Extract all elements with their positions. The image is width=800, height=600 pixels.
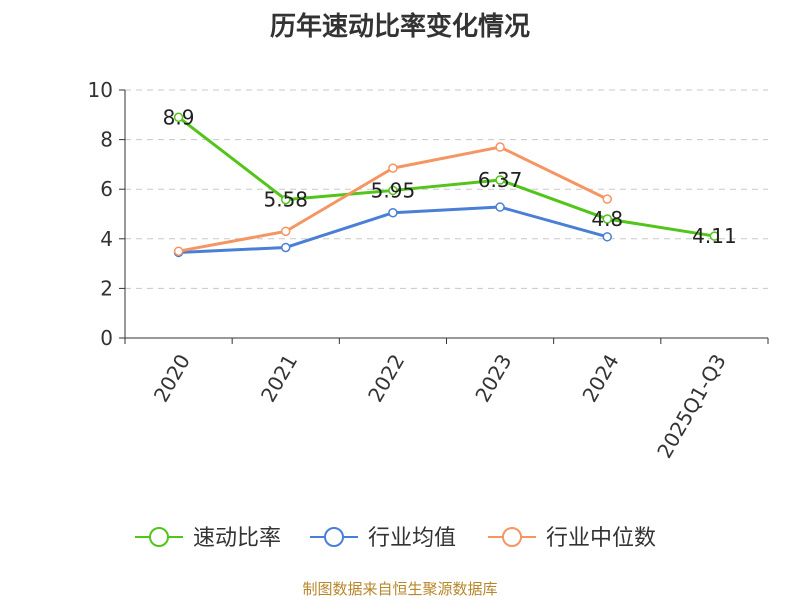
x-tick-label: 2020 bbox=[149, 350, 195, 406]
x-tick-label: 2022 bbox=[363, 350, 409, 406]
data-point bbox=[388, 185, 398, 196]
data-point bbox=[602, 194, 612, 204]
y-tick-label: 4 bbox=[100, 227, 113, 251]
data-point bbox=[495, 175, 505, 185]
legend-label: 行业均值 bbox=[368, 526, 456, 551]
data-label: 4.11 bbox=[692, 224, 737, 248]
x-tick-label: 2023 bbox=[470, 350, 516, 406]
legend-swatch-marker bbox=[502, 527, 522, 547]
grid-lines bbox=[125, 89, 768, 289]
y-tick-label: 2 bbox=[100, 276, 113, 300]
data-point bbox=[281, 194, 291, 205]
legend-swatch-marker bbox=[324, 527, 344, 547]
legend: 速动比率 行业均值 行业中位数 bbox=[135, 526, 656, 551]
y-tick-label: 0 bbox=[100, 326, 113, 350]
legend-label: 行业中位数 bbox=[546, 526, 656, 551]
series-line bbox=[177, 116, 715, 238]
data-point bbox=[173, 246, 184, 256]
legend-label: 速动比率 bbox=[193, 526, 281, 551]
data-point bbox=[602, 214, 612, 224]
y-tick-label: 8 bbox=[100, 128, 113, 152]
y-tick-label: 10 bbox=[88, 78, 113, 102]
data-label: 4.8 bbox=[591, 207, 623, 231]
data-point bbox=[709, 231, 720, 241]
data-point bbox=[388, 163, 398, 173]
series-lines bbox=[173, 112, 720, 258]
source-note: 制图数据来自恒生聚源数据库 bbox=[302, 580, 498, 598]
data-label: 8.9 bbox=[163, 105, 195, 129]
chart-title: 历年速动比率变化情况 bbox=[269, 12, 530, 42]
data-point bbox=[173, 112, 184, 123]
data-label: 5.95 bbox=[371, 178, 416, 202]
data-point bbox=[281, 242, 291, 253]
data-point bbox=[495, 202, 505, 212]
legend-swatch-marker bbox=[149, 527, 169, 547]
data-point bbox=[388, 208, 398, 218]
data-point bbox=[281, 226, 291, 237]
data-label: 5.58 bbox=[263, 188, 308, 212]
x-tick-label: 2025Q1-Q3 bbox=[652, 350, 731, 462]
data-labels: 8.9 5.58 5.95 6.37 4.8 4.11 bbox=[163, 105, 737, 248]
axes: 0 2 4 6 8 10 2020 2021 2022 2023 2024 2025Q1-Q3 bbox=[88, 78, 769, 462]
data-label: 6.37 bbox=[478, 168, 523, 192]
data-point bbox=[495, 142, 505, 152]
data-point bbox=[602, 232, 612, 242]
y-tick-label: 6 bbox=[100, 177, 113, 201]
x-tick-label: 2021 bbox=[256, 350, 302, 406]
x-tick-label: 2024 bbox=[577, 350, 623, 406]
